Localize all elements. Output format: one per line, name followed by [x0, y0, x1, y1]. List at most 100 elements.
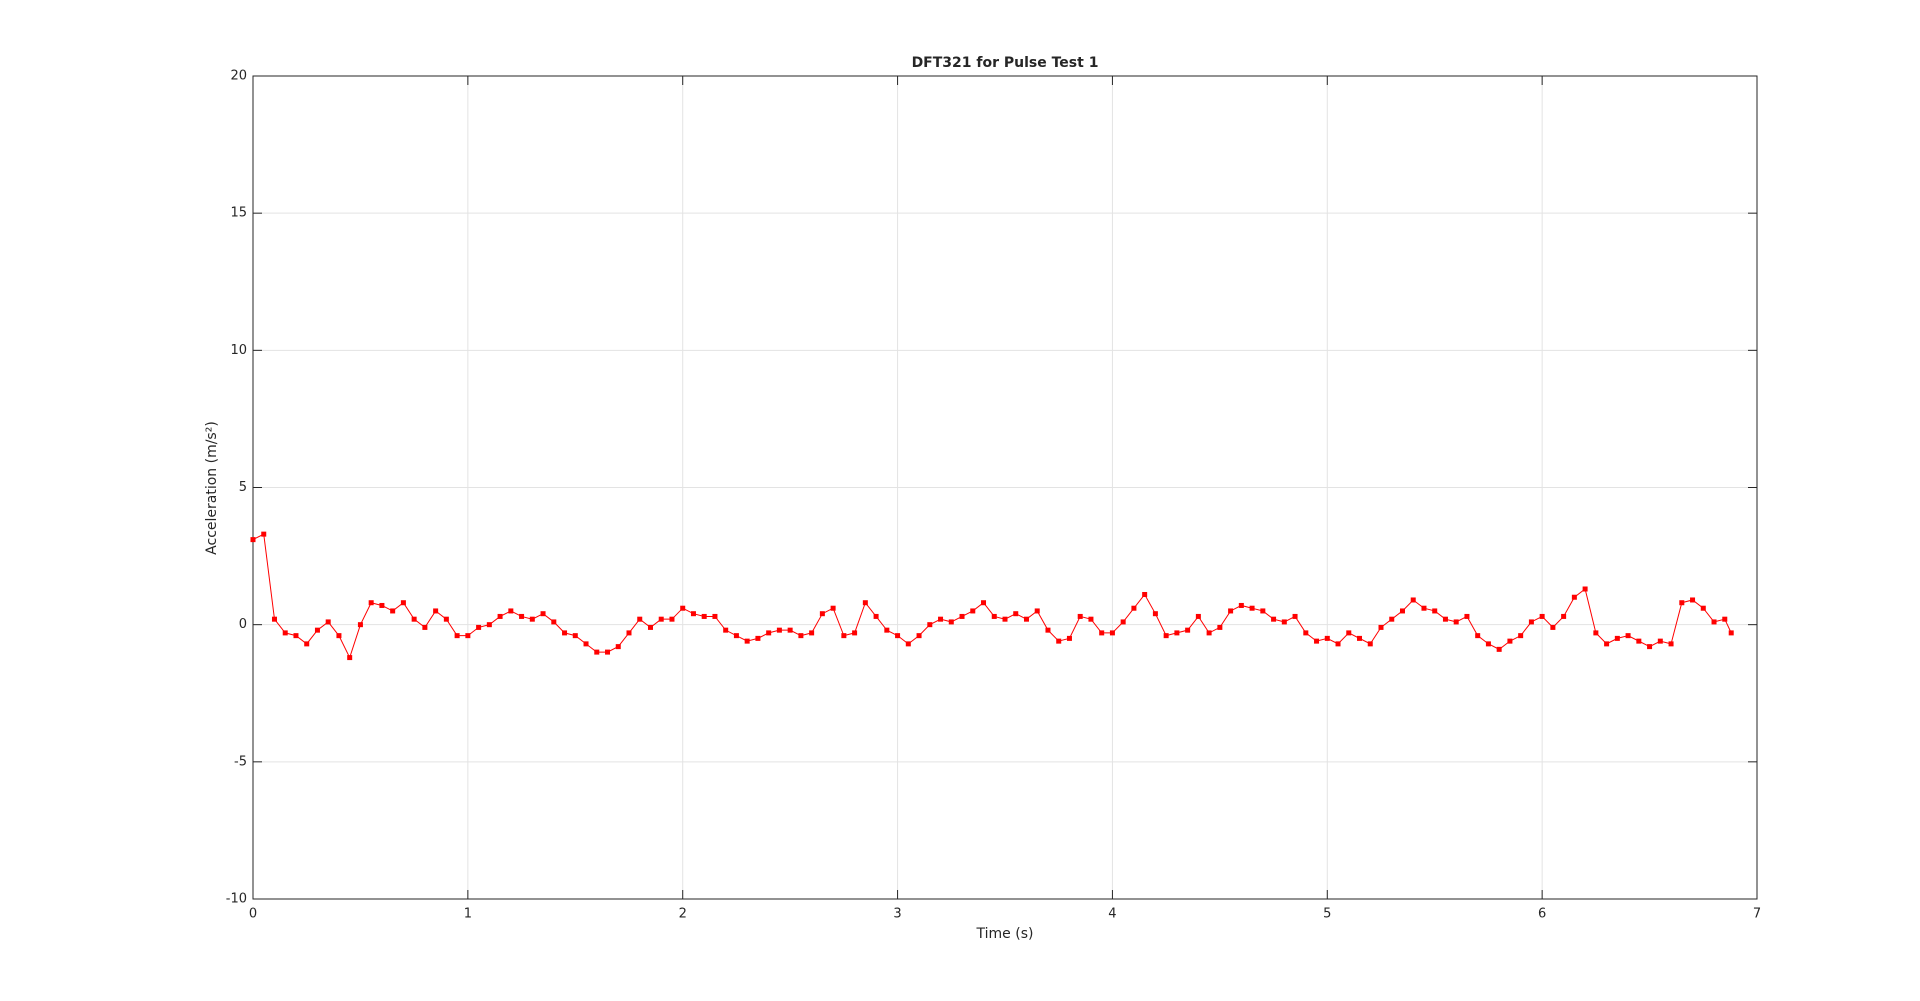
data-point	[1496, 646, 1502, 652]
data-point	[712, 613, 718, 619]
data-point	[379, 602, 385, 608]
axes-box	[252, 75, 1758, 900]
y-tick-label: 20	[230, 69, 247, 84]
data-point	[594, 649, 600, 655]
data-point	[250, 537, 256, 543]
data-point	[1679, 600, 1685, 606]
data-point	[1389, 616, 1395, 622]
data-point	[1507, 638, 1513, 644]
data-point	[465, 633, 471, 639]
data-point	[970, 608, 976, 614]
data-point	[1614, 635, 1620, 641]
data-point	[1303, 630, 1309, 636]
data-point	[1453, 619, 1459, 625]
data-point	[809, 630, 815, 636]
data-point	[357, 622, 363, 628]
data-point	[1722, 616, 1728, 622]
y-tick-label: 5	[239, 480, 247, 495]
data-point	[1314, 638, 1320, 644]
data-point	[959, 613, 965, 619]
data-point	[1357, 635, 1363, 641]
data-point	[873, 613, 879, 619]
data-point	[1281, 619, 1287, 625]
data-point	[658, 616, 664, 622]
data-point	[916, 633, 922, 639]
data-point	[1728, 630, 1734, 636]
data-point	[1271, 616, 1277, 622]
data-point	[261, 531, 267, 537]
y-tick-label: 15	[230, 206, 247, 221]
data-point	[1711, 619, 1717, 625]
data-point	[647, 624, 653, 630]
data-point	[1002, 616, 1008, 622]
data-point	[1604, 641, 1610, 647]
data-point	[1206, 630, 1212, 636]
data-point	[411, 616, 417, 622]
data-point	[476, 624, 482, 630]
x-tick-label: 6	[1538, 907, 1546, 922]
data-point	[862, 600, 868, 606]
data-point	[895, 633, 901, 639]
data-point	[368, 600, 374, 606]
data-point	[1410, 597, 1416, 603]
data-point	[1217, 624, 1223, 630]
data-point	[723, 627, 729, 633]
data-point	[304, 641, 310, 647]
data-point	[1109, 630, 1115, 636]
chart-title: DFT321 for Pulse Test 1	[912, 55, 1099, 71]
x-tick-label: 4	[1108, 907, 1116, 922]
x-tick-label: 3	[893, 907, 901, 922]
data-point	[938, 616, 944, 622]
data-point	[400, 600, 406, 606]
data-point	[755, 635, 761, 641]
data-point	[1324, 635, 1330, 641]
data-point	[1593, 630, 1599, 636]
data-point	[776, 627, 782, 633]
data-point	[1442, 616, 1448, 622]
data-point	[841, 633, 847, 639]
data-point	[1582, 586, 1588, 592]
y-tick-label: 10	[230, 343, 247, 358]
y-axis-label: Acceleration (m/s²)	[204, 421, 220, 555]
data-point	[1013, 611, 1019, 617]
data-point	[1023, 616, 1029, 622]
data-point	[583, 641, 589, 647]
data-point	[852, 630, 858, 636]
data-point	[1045, 627, 1051, 633]
data-point	[1399, 608, 1405, 614]
data-point	[1195, 613, 1201, 619]
x-tick-label: 5	[1323, 907, 1331, 922]
data-point	[605, 649, 611, 655]
data-point	[1636, 638, 1642, 644]
data-point	[271, 616, 277, 622]
data-point	[1625, 633, 1631, 639]
data-point	[1163, 633, 1169, 639]
data-point	[1056, 638, 1062, 644]
data-point	[884, 627, 890, 633]
data-point	[680, 605, 686, 611]
data-point	[733, 633, 739, 639]
data-point	[1690, 597, 1696, 603]
data-point	[991, 613, 997, 619]
y-tick-label: -5	[234, 754, 247, 769]
data-point	[615, 644, 621, 650]
data-point	[562, 630, 568, 636]
x-tick-label: 1	[464, 907, 472, 922]
data-point	[497, 613, 503, 619]
data-point	[433, 608, 439, 614]
data-point	[798, 633, 804, 639]
data-point	[1034, 608, 1040, 614]
y-tick-label: 0	[239, 617, 247, 632]
data-point	[1464, 613, 1470, 619]
data-point	[1185, 627, 1191, 633]
data-point	[744, 638, 750, 644]
data-point	[1528, 619, 1534, 625]
data-point	[1571, 594, 1577, 600]
data-point	[293, 633, 299, 639]
data-point	[787, 627, 793, 633]
data-point	[948, 619, 954, 625]
data-point	[551, 619, 557, 625]
data-point	[1088, 616, 1094, 622]
data-point	[486, 622, 492, 628]
